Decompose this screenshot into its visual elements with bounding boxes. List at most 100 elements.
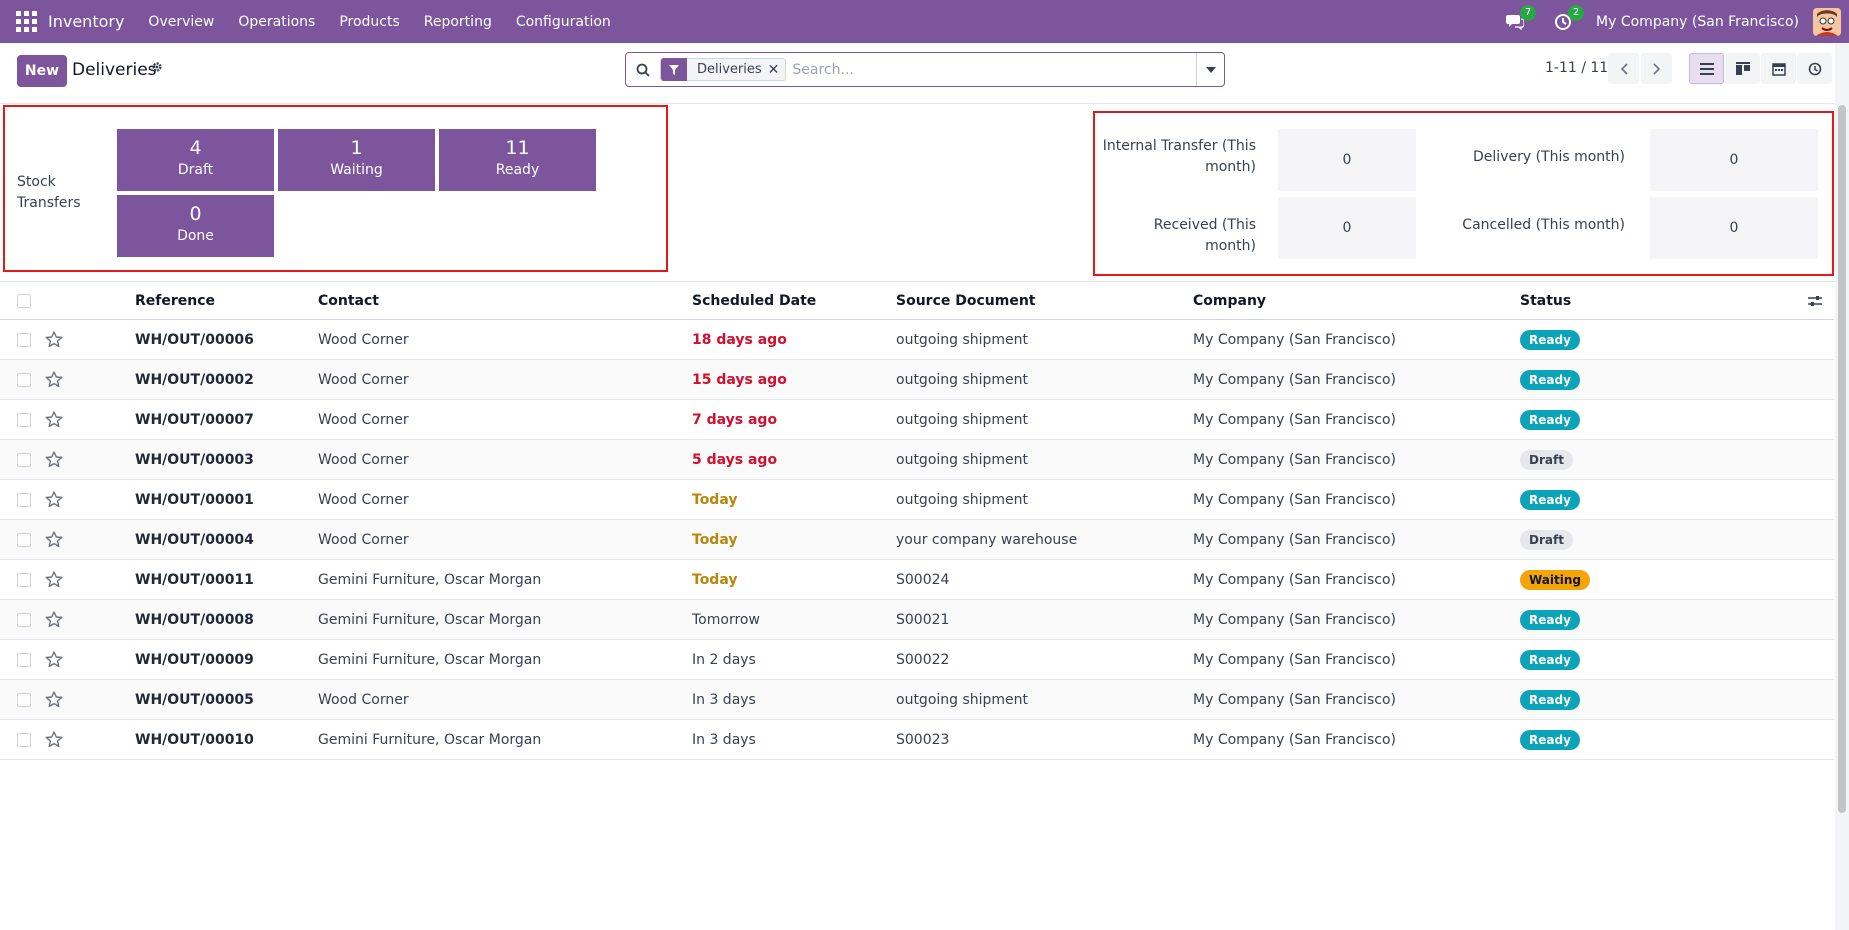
table-row[interactable]: WH/OUT/00003 Wood Corner 5 days ago outgoin… [0,440,1834,480]
tile-draft[interactable]: 4 Draft [117,129,274,191]
cell-contact: Wood Corner [318,451,409,468]
column-settings-icon[interactable] [1808,282,1822,319]
star-icon[interactable] [45,680,63,719]
tile-label: Ready [495,162,540,178]
close-icon[interactable]: ✕ [767,61,780,78]
stat-value-internal[interactable]: 0 [1278,129,1416,191]
status-badge-cell: Ready [1520,680,1580,719]
cell-reference: WH/OUT/00005 [135,691,254,708]
star-icon[interactable] [45,480,63,519]
table-row[interactable]: WH/OUT/00005 Wood Corner In 3 days outgoing… [0,680,1834,720]
table-header: Reference Contact Scheduled Date Source … [0,282,1834,320]
cell-reference: WH/OUT/00003 [135,451,254,468]
page-title: Deliveries [72,60,157,80]
select-all-checkbox[interactable] [17,282,31,319]
menu-reporting[interactable]: Reporting [423,13,492,30]
table-row[interactable]: WH/OUT/00008 Gemini Furniture, Oscar Morg… [0,600,1834,640]
tile-done[interactable]: 0 Done [117,195,274,257]
search-input[interactable] [792,54,1196,85]
status-badge-cell: Waiting [1520,560,1591,599]
cell-company: My Company (San Francisco) [1193,411,1396,428]
kanban-view-icon[interactable] [1725,53,1760,84]
header-reference[interactable]: Reference [135,292,216,309]
table-row[interactable]: WH/OUT/00002 Wood Corner 15 days ago outgoi… [0,360,1834,400]
cell-source-document: outgoing shipment [896,331,1029,348]
row-checkbox[interactable] [17,440,31,479]
header-contact[interactable]: Contact [318,292,379,309]
star-icon[interactable] [45,720,63,759]
activity-clock-icon[interactable]: 2 [1552,4,1585,33]
row-checkbox[interactable] [17,680,31,719]
tile-value: 11 [505,137,530,159]
menu-overview[interactable]: Overview [148,13,215,30]
table-row[interactable]: WH/OUT/00009 Gemini Furniture, Oscar Morg… [0,640,1834,680]
activity-view-icon[interactable] [1797,53,1832,84]
cell-scheduled-date: In 3 days [692,731,756,748]
table-row[interactable]: WH/OUT/00006 Wood Corner 18 days ago outgoi… [0,320,1834,360]
row-checkbox[interactable] [17,400,31,439]
chat-icon[interactable]: 7 [1504,4,1537,33]
row-checkbox[interactable] [17,720,31,759]
apps-grid-icon[interactable] [16,11,38,33]
table-row[interactable]: WH/OUT/00010 Gemini Furniture, Oscar Morg… [0,720,1834,760]
star-icon[interactable] [45,520,63,559]
table-row[interactable]: WH/OUT/00004 Wood Corner Today your company… [0,520,1834,560]
star-icon[interactable] [45,600,63,639]
star-icon[interactable] [45,440,63,479]
star-icon[interactable] [45,360,63,399]
gear-icon[interactable] [151,61,163,77]
stat-label-cancelled: Cancelled (This month) [1462,217,1625,233]
activities-badge: 2 [1568,4,1585,21]
tile-waiting[interactable]: 1 Waiting [278,129,435,191]
cell-scheduled-date: In 2 days [692,651,756,668]
table-row[interactable]: WH/OUT/00011 Gemini Furniture, Oscar Morg… [0,560,1834,600]
user-avatar[interactable] [1813,7,1841,36]
row-checkbox[interactable] [17,600,31,639]
tile-ready[interactable]: 11 Ready [439,129,596,191]
star-icon[interactable] [45,400,63,439]
stat-label-internal: Internal Transfer (This month) [1102,138,1256,175]
cell-reference: WH/OUT/00011 [135,571,254,588]
header-company[interactable]: Company [1193,292,1267,309]
stat-value-delivery[interactable]: 0 [1650,129,1818,191]
app-name[interactable]: Inventory [48,12,125,31]
pager-value[interactable]: 1-11 / 11 [1545,60,1609,76]
cell-source-document: S00023 [896,731,950,748]
row-checkbox[interactable] [17,520,31,559]
cell-source-document: outgoing shipment [896,491,1029,508]
cell-source-document: S00021 [896,611,950,628]
tile-value: 1 [350,137,363,159]
header-status[interactable]: Status [1520,292,1572,309]
stat-value-cancelled[interactable]: 0 [1650,197,1818,259]
cell-scheduled-date: Today [692,491,738,508]
company-switcher[interactable]: My Company (San Francisco) [1596,13,1799,30]
row-checkbox[interactable] [17,640,31,679]
cell-reference: WH/OUT/00002 [135,371,254,388]
status-badge: Ready [1520,689,1580,710]
calendar-view-icon[interactable] [1761,53,1796,84]
header-scheduled-date[interactable]: Scheduled Date [692,292,817,309]
new-button[interactable]: New [17,55,67,87]
chevron-right-icon[interactable] [1641,53,1672,84]
table-row[interactable]: WH/OUT/00001 Wood Corner Today outgoing shi… [0,480,1834,520]
row-checkbox[interactable] [17,360,31,399]
table-row[interactable]: WH/OUT/00007 Wood Corner 7 days ago outgoin… [0,400,1834,440]
star-icon[interactable] [45,640,63,679]
caret-down-icon[interactable] [1196,53,1224,86]
star-icon[interactable] [45,320,63,359]
row-checkbox[interactable] [17,560,31,599]
menu-operations[interactable]: Operations [238,13,316,30]
list-view-icon[interactable] [1689,53,1724,84]
chevron-left-icon[interactable] [1608,53,1639,84]
menu-configuration[interactable]: Configuration [515,13,611,30]
star-icon[interactable] [45,560,63,599]
menu-products[interactable]: Products [339,13,400,30]
row-checkbox[interactable] [17,480,31,519]
stat-value-received[interactable]: 0 [1278,197,1416,259]
scrollbar-thumb[interactable] [1838,105,1846,813]
vertical-scrollbar[interactable] [1835,43,1849,930]
row-checkbox[interactable] [17,320,31,359]
header-source-document[interactable]: Source Document [896,292,1036,309]
status-badge-cell: Ready [1520,640,1580,679]
search-facet: Deliveries ✕ [660,58,787,81]
